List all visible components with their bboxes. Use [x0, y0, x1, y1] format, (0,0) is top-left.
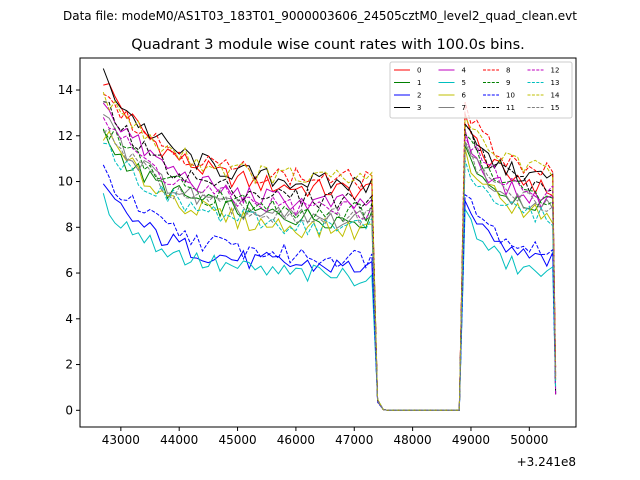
legend-label-11: 11 [506, 104, 515, 112]
y-tick-label: 2 [65, 358, 73, 372]
legend-label-9: 9 [506, 79, 510, 87]
legend-label-8: 8 [506, 67, 510, 75]
y-tick-label: 4 [65, 312, 73, 326]
series-line-13 [103, 142, 557, 411]
legend-label-0: 0 [417, 67, 421, 75]
series-line-8 [103, 93, 557, 411]
series-line-1 [102, 128, 557, 411]
y-tick-label: 6 [65, 266, 73, 280]
y-axis: 0 2 4 6 8 10 12 14 [58, 83, 80, 417]
legend-label-3: 3 [417, 104, 421, 112]
series-line-15 [103, 128, 557, 411]
x-tick-label: 43000 [102, 433, 140, 447]
y-tick-label: 8 [65, 220, 73, 234]
series-line-10 [102, 164, 557, 411]
y-tick-label: 10 [58, 175, 73, 189]
legend-label-5: 5 [462, 79, 466, 87]
legend-label-12: 12 [551, 67, 560, 75]
legend-label-14: 14 [551, 92, 560, 100]
legend-label-4: 4 [462, 67, 467, 75]
legend-label-7: 7 [462, 104, 466, 112]
x-tick-label: 49000 [452, 433, 490, 447]
series-line-6 [102, 130, 557, 411]
series-line-14 [102, 91, 557, 411]
x-tick-label: 44000 [160, 433, 198, 447]
series-line-2 [102, 183, 557, 411]
suptitle: Data file: modeM0/AS1T03_183T01_90000036… [63, 9, 577, 23]
x-axis: 43000 44000 45000 46000 47000 48000 49000 50000 [102, 427, 548, 447]
x-tick-label: 50000 [510, 433, 548, 447]
x-tick-label: 48000 [394, 433, 432, 447]
legend-label-6: 6 [462, 92, 467, 100]
series-layer [102, 68, 557, 411]
x-tick-label: 46000 [277, 433, 315, 447]
legend-box [389, 61, 573, 119]
x-tick-label: 45000 [218, 433, 256, 447]
series-line-5 [102, 193, 557, 411]
chart-title: Quadrant 3 module wise count rates with … [131, 37, 525, 53]
series-line-12 [102, 117, 557, 411]
axes-frame [79, 57, 577, 428]
x-offset-label: +3.241e8 [517, 455, 576, 469]
y-tick-label: 12 [58, 129, 73, 143]
legend-label-2: 2 [417, 92, 421, 100]
x-tick-label: 47000 [335, 433, 373, 447]
legend-label-10: 10 [506, 92, 515, 100]
y-tick-label: 14 [58, 83, 73, 97]
y-tick-label: 0 [65, 403, 73, 417]
series-line-11 [103, 101, 557, 411]
series-line-3 [102, 68, 557, 411]
legend-label-13: 13 [551, 79, 560, 87]
legend-label-1: 1 [417, 79, 421, 87]
legend-label-15: 15 [551, 104, 560, 112]
